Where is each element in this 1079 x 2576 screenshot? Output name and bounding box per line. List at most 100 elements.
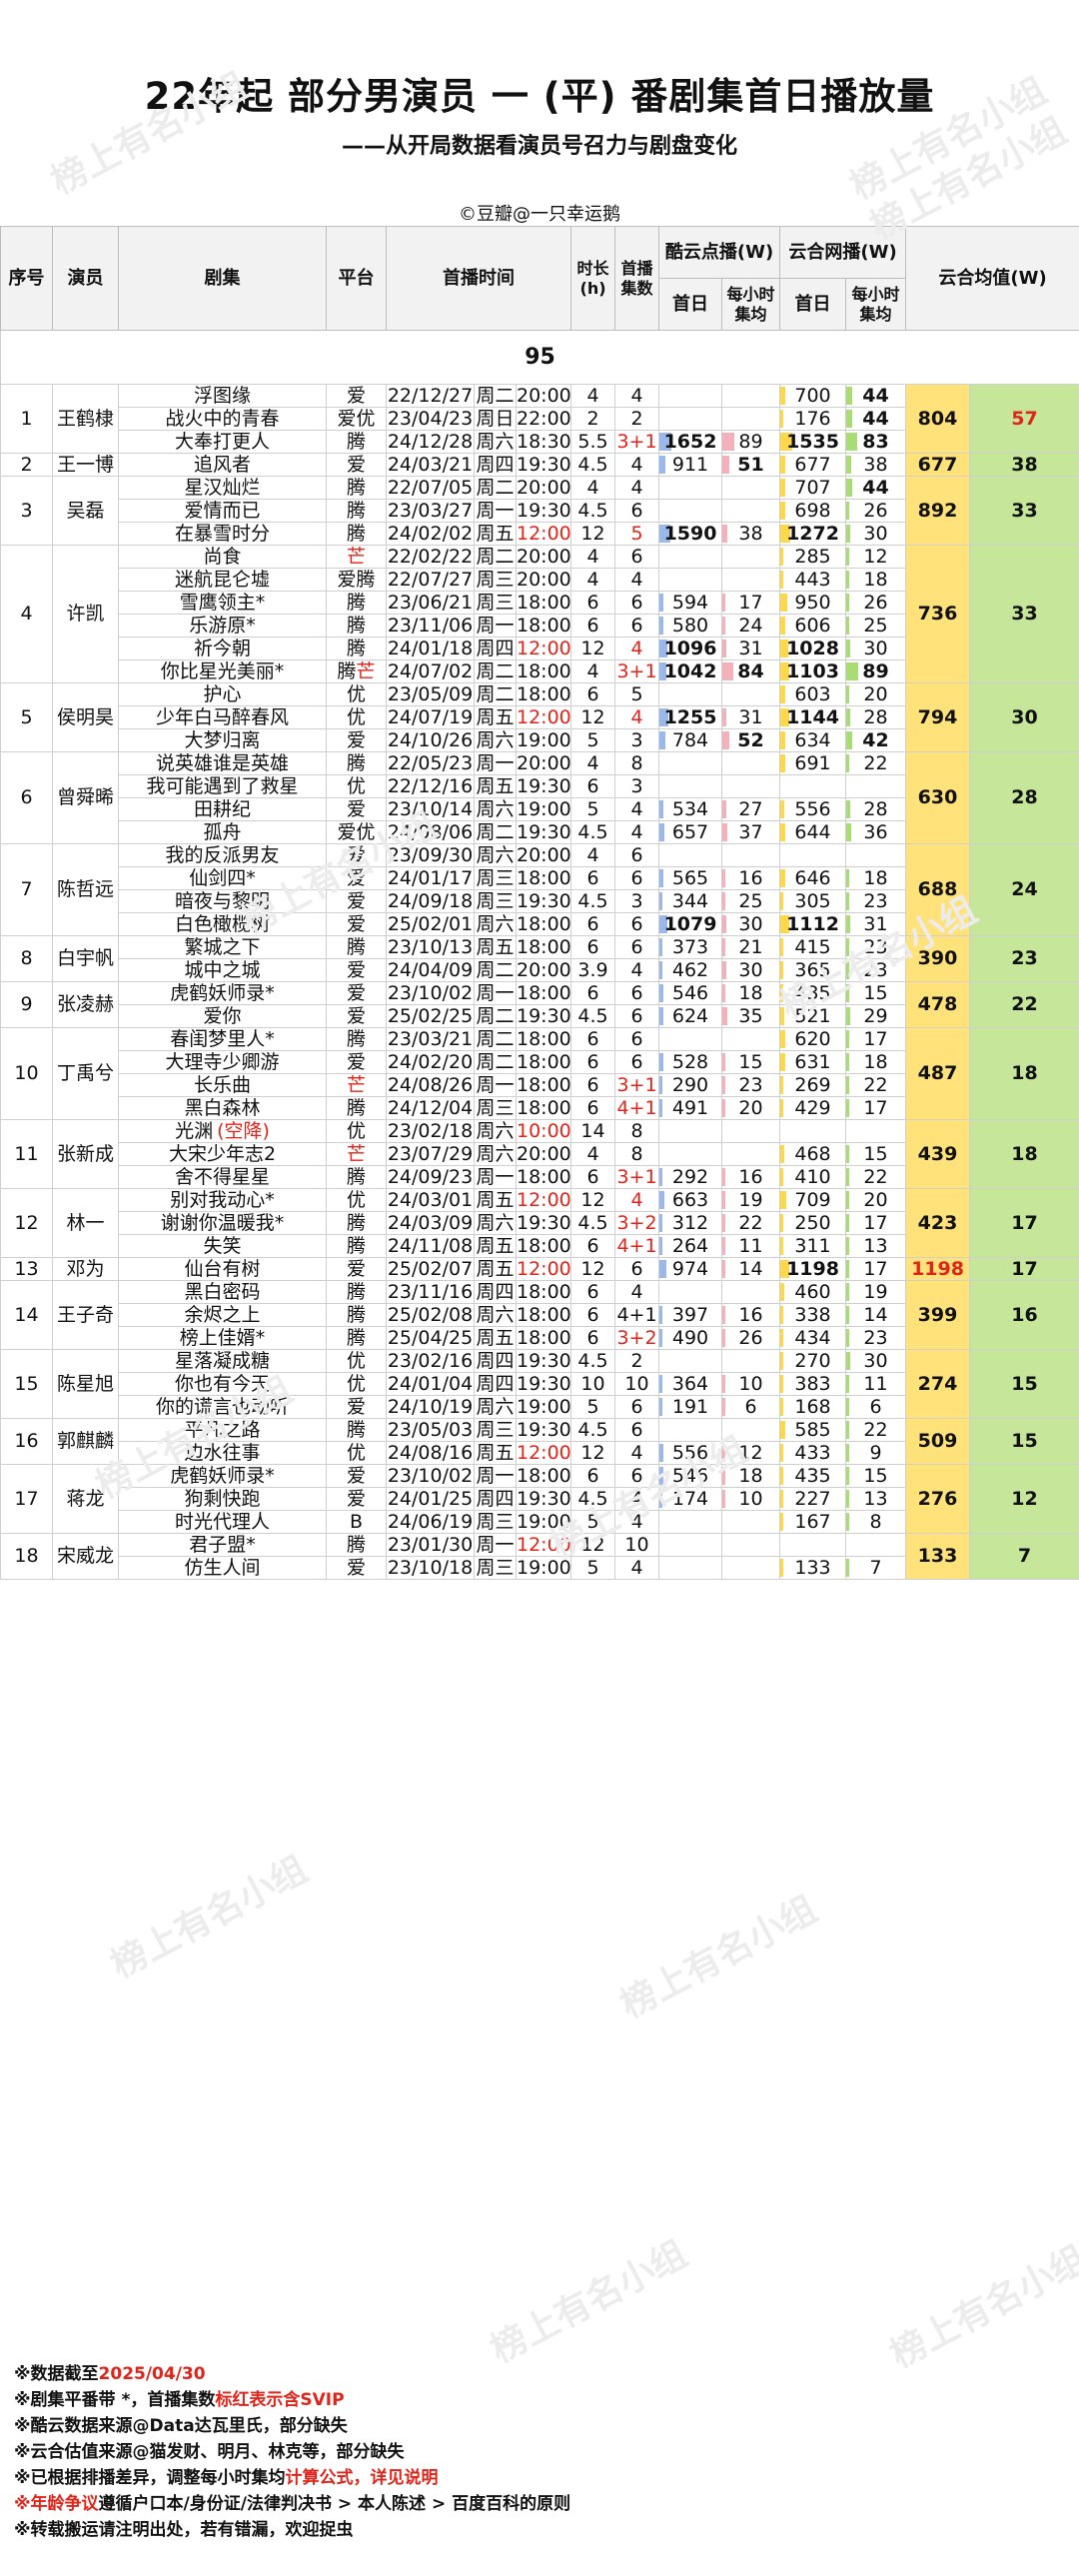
cell-yunhe-first: 434	[779, 1326, 847, 1350]
cell-eps: 3	[614, 889, 660, 913]
drama-title: 我的反派男友	[165, 843, 280, 866]
cell-time: 10:00	[515, 1119, 572, 1143]
cell-actor: 侯明昊	[52, 682, 119, 752]
cell-actor: 王鹤棣	[52, 384, 119, 454]
cell-yunhe-first: 631	[779, 1050, 847, 1074]
cell-duration: 5	[570, 797, 616, 821]
cell-yunhe-first-value: 521	[794, 1004, 831, 1027]
cell-weekday: 周六	[474, 1119, 517, 1143]
cell-date: 23/10/02	[386, 1464, 475, 1488]
cell-kuyun-first: 565	[658, 866, 723, 890]
cell-kuyun-first: 312	[658, 1211, 723, 1235]
cell-eps: 6	[614, 843, 660, 867]
cell-kuyun-first-value: 1652	[663, 430, 717, 453]
cell-yunhe-first-value: 270	[794, 1349, 831, 1372]
cell-kuyun-hour: 22	[721, 1211, 781, 1235]
cell-kuyun-first-value: 490	[671, 1326, 709, 1349]
cell-yunhe-hour	[845, 843, 907, 867]
drama-title: 白色橄榄树	[174, 912, 270, 935]
cell-yunhe-hour: 22	[845, 1073, 907, 1097]
cell-date: 24/03/09	[386, 1211, 475, 1235]
cell-kuyun-first-value: 546	[671, 1464, 709, 1487]
table-row: 暗夜与黎明 爱 24/09/18 周三 19:30 4.5 3 344 25 305 23	[1, 889, 1079, 913]
cell-kuyun-hour-value: 12	[738, 1441, 763, 1464]
cell-yunhe-first-value: 709	[794, 1188, 831, 1211]
cell-yunhe-first-value: 677	[794, 453, 831, 476]
cell-yunhe-first-value: 443	[794, 568, 831, 591]
cell-yunhe-first-bar	[780, 1444, 784, 1462]
cell-yunhe-first-value: 644	[794, 820, 831, 843]
cell-no: 6	[0, 751, 53, 844]
cell-yunhe-first-bar	[780, 662, 789, 680]
cell-kuyun-hour: 26	[721, 1326, 781, 1350]
cell-kuyun-first-value: 191	[671, 1395, 709, 1418]
cell-date: 24/01/17	[386, 866, 475, 890]
cell-yunhe-hour-bar	[846, 525, 851, 543]
cell-kuyun-first	[658, 1510, 723, 1534]
cell-yunhe-hour: 28	[845, 705, 907, 729]
cell-kuyun-hour-bar	[722, 594, 726, 612]
cell-drama: 余烬之上	[118, 1303, 327, 1327]
cell-yunhe-hour: 44	[845, 476, 907, 500]
cell-eps: 6	[614, 545, 660, 569]
cell-platform: B	[326, 1510, 387, 1534]
cell-duration: 6	[570, 981, 616, 1005]
cell-yunhe-first-bar	[780, 1168, 784, 1186]
cell-yunhe-hour-value: 28	[863, 797, 888, 820]
drama-title: 春闺梦里人*	[170, 1027, 275, 1050]
cell-date: 24/12/04	[386, 1096, 475, 1120]
cell-yunhe-hour-value: 44	[862, 476, 889, 499]
table-row: 少年白马醉春风 优 24/07/19 周五 12:00 12 4 1255 31 1144 28	[1, 705, 1079, 729]
cell-avg-hour: 18	[969, 1027, 1079, 1120]
cell-kuyun-hour-bar	[722, 1168, 726, 1186]
cell-yunhe-hour-bar	[846, 1352, 851, 1370]
cell-kuyun-hour: 25	[721, 889, 781, 913]
cell-avg-hour: 57	[969, 384, 1079, 454]
notes: ※数据截至2025/04/30 ※剧集平番带 *，首播集数标红表示含SVIP ※酷云…	[14, 2361, 1073, 2543]
cell-kuyun-first: 491	[658, 1096, 723, 1120]
cell-yunhe-first-bar	[780, 456, 786, 474]
cell-avg-hour: 23	[969, 935, 1079, 982]
cell-time: 18:00	[515, 912, 572, 936]
cell-duration: 3.9	[570, 958, 616, 982]
cell-yunhe-hour: 28	[845, 797, 907, 821]
cell-kuyun-first: 546	[658, 1464, 723, 1488]
cell-kuyun-hour-bar	[722, 892, 726, 910]
cell-date: 25/02/25	[386, 1004, 475, 1028]
cell-duration: 4.5	[570, 453, 616, 477]
cell-date: 23/06/21	[386, 591, 475, 615]
cell-kuyun-hour-bar	[722, 1306, 726, 1324]
cell-kuyun-first: 462	[658, 958, 723, 982]
cell-actor: 郭麒麟	[52, 1418, 119, 1465]
cell-date: 22/12/27	[386, 384, 475, 408]
note-line: ※剧集平番带 *，首播集数标红表示含SVIP	[14, 2387, 1073, 2413]
cell-actor: 许凯	[52, 545, 119, 683]
cell-time: 18:00	[515, 935, 572, 959]
cell-drama: 仙剑四*	[118, 866, 327, 890]
cell-weekday: 周三	[474, 889, 517, 913]
cell-yunhe-hour-value: 17	[863, 1211, 888, 1234]
note-line: ※云合估值来源@猫发财、明月、林克等，部分缺失	[14, 2439, 1073, 2465]
cell-time: 18:00	[515, 659, 572, 683]
cell-drama: 我的反派男友	[118, 843, 327, 867]
cell-yunhe-first: 338	[779, 1303, 847, 1327]
cell-yunhe-hour: 15	[845, 1142, 907, 1166]
cell-yunhe-hour: 7	[845, 1556, 907, 1580]
cell-weekday: 周三	[474, 1418, 517, 1442]
cell-drama: 大奉打更人	[118, 430, 327, 454]
section-header: 95	[0, 330, 1079, 385]
cell-actor: 曾舜晞	[52, 751, 119, 844]
drama-title: 仙剑四*	[189, 866, 256, 889]
cell-drama: 虎鹤妖师录*	[118, 981, 327, 1005]
cell-drama: 失笑	[118, 1234, 327, 1258]
cell-yunhe-hour-value: 11	[863, 1372, 888, 1395]
drama-title: 爱你	[203, 1004, 242, 1027]
cell-drama: 祈今朝	[118, 637, 327, 660]
cell-kuyun-hour-bar	[722, 1444, 726, 1462]
cell-platform: 爱	[326, 453, 387, 477]
cell-avg-hour: 17	[969, 1188, 1079, 1258]
cell-duration: 4	[570, 545, 616, 569]
cell-kuyun-first-bar	[659, 869, 663, 887]
cell-duration: 6	[570, 912, 616, 936]
cell-avg-yunhe: 736	[905, 545, 971, 683]
